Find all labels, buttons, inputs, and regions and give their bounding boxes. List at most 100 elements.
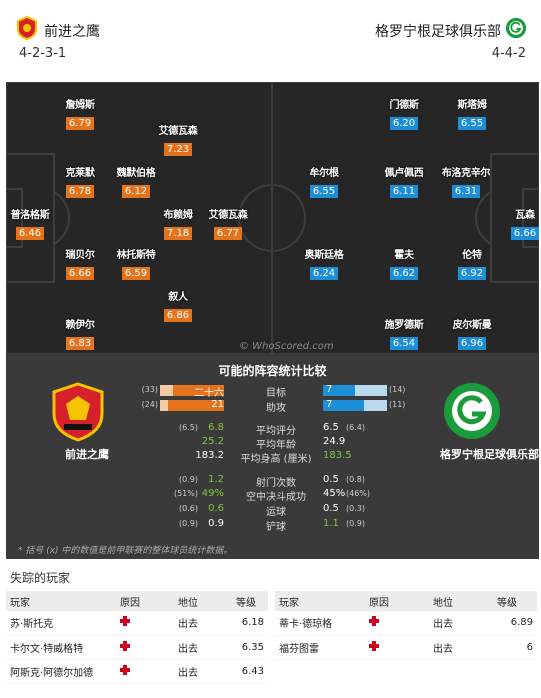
player-rating: 6.77 [213, 227, 243, 240]
home-player[interactable]: 艾德瓦森 7.23 [138, 122, 218, 156]
home-player[interactable]: 布赖姆 7.18 [138, 206, 218, 240]
home-player[interactable]: 叙人 6.86 [138, 288, 218, 322]
player-name[interactable]: 普洛格斯 [10, 210, 50, 221]
home-player[interactable]: 艾德瓦森 6.77 [188, 206, 268, 240]
away-value: 7 [326, 399, 333, 410]
player-name[interactable]: 布洛克辛尔 [441, 168, 491, 179]
away-player[interactable]: 佩卢佩西 6.11 [364, 164, 444, 198]
away-player[interactable]: 伦特 6.92 [432, 246, 512, 280]
away-bar-fill [323, 400, 364, 411]
player-name[interactable]: 赖伊尔 [65, 320, 95, 331]
missing-player-row[interactable]: 阿斯克·阿德尔加德 出去 6.43 [6, 659, 268, 684]
home-player[interactable]: 瑞贝尔 6.66 [40, 246, 120, 280]
player-rating: 6.46 [15, 227, 45, 240]
home-team-name[interactable]: 前进之鹰 [44, 24, 100, 40]
home-player[interactable]: 普洛格斯 6.46 [6, 206, 70, 240]
missing-reason [116, 611, 174, 636]
player-rating: 6.24 [309, 267, 339, 280]
col-status: 地位 [429, 591, 493, 611]
stat-label: 运球 [266, 507, 286, 518]
player-name[interactable]: 伦特 [462, 250, 482, 261]
col-status: 地位 [174, 591, 232, 611]
home-value: 1.2 [208, 474, 224, 485]
col-reason: 原因 [116, 591, 174, 611]
player-name[interactable]: 布赖姆 [163, 210, 193, 221]
player-name[interactable]: 施罗德斯 [384, 320, 424, 331]
injury-cross-icon [120, 664, 130, 675]
player-name[interactable]: 牟尔根 [309, 168, 339, 179]
player-name[interactable]: 克莱默 [65, 168, 95, 179]
stat-label: 平均身高 (厘米) [240, 454, 312, 465]
away-player[interactable]: 斯塔姆 6.55 [432, 96, 512, 130]
missing-rating: 6.89 [493, 611, 537, 636]
player-name[interactable]: 詹姆斯 [65, 100, 95, 111]
home-player[interactable]: 林托斯特 6.59 [96, 246, 176, 280]
player-name[interactable]: 佩卢佩西 [384, 168, 424, 179]
player-name[interactable]: 霍夫 [394, 250, 414, 261]
pitch-lines [6, 82, 539, 354]
player-rating: 7.23 [163, 143, 193, 156]
home-league-avg: (0.6) [179, 504, 198, 513]
player-name[interactable]: 林托斯特 [116, 250, 156, 261]
away-team-name[interactable]: 格罗宁根足球俱乐部 [375, 24, 501, 40]
away-league-avg: (6.4) [346, 423, 365, 432]
player-name[interactable]: 叙人 [168, 292, 188, 303]
away-player[interactable]: 霍夫 6.62 [364, 246, 444, 280]
fc-groningen-crest-icon[interactable] [443, 382, 501, 440]
away-formation: 4-4-2 [491, 46, 526, 61]
col-player: 玩家 [6, 591, 116, 611]
missing-reason [365, 611, 429, 636]
missing-player-name[interactable]: 阿斯克·阿德尔加德 [6, 659, 116, 684]
home-league-avg: (0.9) [179, 475, 198, 484]
away-player[interactable]: 奥斯廷格 6.24 [284, 246, 364, 280]
home-player[interactable]: 魏默伯格 6.12 [96, 164, 176, 198]
player-name[interactable]: 奥斯廷格 [304, 250, 344, 261]
missing-player-name[interactable]: 蒂卡·德琼格 [275, 611, 365, 636]
away-value: 6.5 [323, 422, 339, 433]
player-name[interactable]: 门德斯 [389, 100, 419, 111]
missing-player-row[interactable]: 福芬图雷 出去 6 [275, 635, 537, 660]
home-bar-fill [173, 385, 224, 396]
player-name[interactable]: 魏默伯格 [116, 168, 156, 179]
home-league-avg: (24) [141, 400, 158, 409]
comparison-home-team[interactable]: 前进之鹰 [65, 448, 109, 461]
player-rating: 6.59 [121, 267, 151, 280]
missing-player-row[interactable]: 苏·斯托克 出去 6.18 [6, 611, 268, 636]
missing-player-row[interactable]: 卡尔文·特威格特 出去 6.35 [6, 635, 268, 660]
away-league-avg: (14) [389, 385, 406, 394]
missing-player-name[interactable]: 卡尔文·特威格特 [6, 635, 116, 660]
away-player[interactable]: 门德斯 6.20 [364, 96, 444, 130]
injury-cross-icon [120, 616, 130, 627]
home-player[interactable]: 詹姆斯 6.79 [40, 96, 120, 130]
away-player[interactable]: 施罗德斯 6.54 [364, 316, 444, 350]
home-player[interactable]: 克莱默 6.78 [40, 164, 120, 198]
missing-player-name[interactable]: 苏·斯托克 [6, 611, 116, 636]
away-player[interactable]: 布洛克辛尔 6.31 [426, 164, 506, 198]
away-player[interactable]: 瓦森 6.66 [485, 206, 539, 240]
player-name[interactable]: 瑞贝尔 [65, 250, 95, 261]
comparison-away-team[interactable]: 格罗宁根足球俱乐部 [440, 448, 539, 461]
home-league-avg: (0.9) [179, 519, 198, 528]
home-value: 183.2 [195, 450, 224, 461]
player-name[interactable]: 艾德瓦森 [208, 210, 248, 221]
missing-player-name[interactable]: 福芬图雷 [275, 635, 365, 660]
player-name[interactable]: 斯塔姆 [457, 100, 487, 111]
injury-cross-icon [369, 616, 379, 627]
away-value: 24.9 [323, 436, 346, 447]
player-rating: 6.20 [389, 117, 419, 130]
comparison-bar-row: (24) 21 助攻 7 (11) [6, 399, 539, 414]
home-player[interactable]: 赖伊尔 6.83 [40, 316, 120, 350]
away-player[interactable]: 皮尔斯曼 6.96 [432, 316, 512, 350]
away-player[interactable]: 牟尔根 6.55 [284, 164, 364, 198]
stat-label: 空中决斗成功 [246, 492, 306, 503]
home-value: 25.2 [201, 436, 224, 447]
go-ahead-eagles-crest-icon[interactable] [50, 382, 106, 442]
go-ahead-eagles-crest-icon[interactable] [16, 16, 38, 40]
fc-groningen-crest-icon[interactable] [505, 16, 527, 40]
player-name[interactable]: 艾德瓦森 [158, 126, 198, 137]
player-name[interactable]: 皮尔斯曼 [452, 320, 492, 331]
missing-player-row[interactable]: 蒂卡·德琼格 出去 6.89 [275, 611, 537, 636]
player-rating: 6.78 [65, 185, 95, 198]
player-name[interactable]: 瓦森 [515, 210, 535, 221]
match-header: 前进之鹰 4-2-3-1 格罗宁根足球俱乐部 4-4-2 [0, 0, 541, 82]
